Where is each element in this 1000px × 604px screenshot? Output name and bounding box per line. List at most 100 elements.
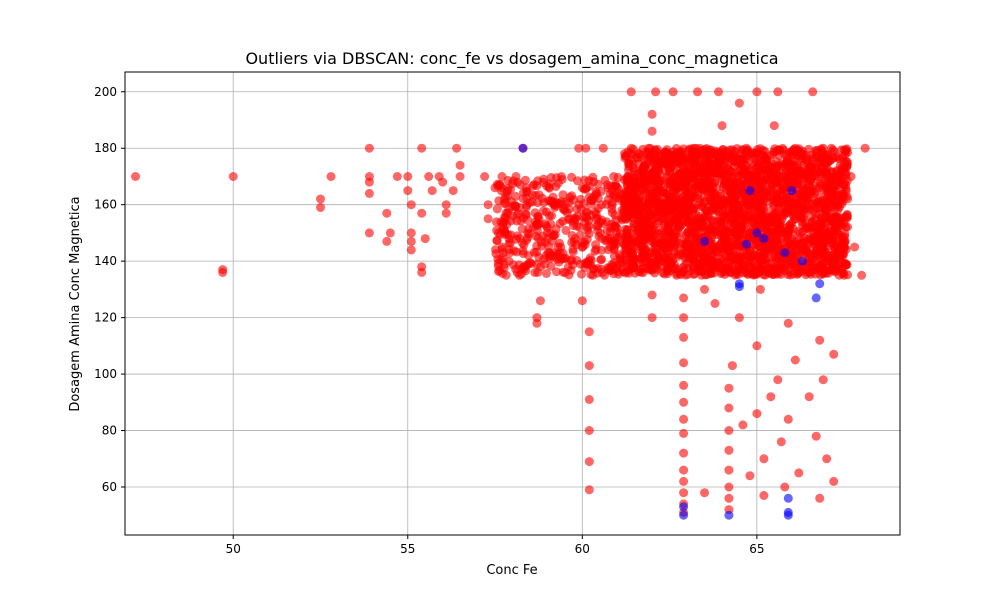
data-point [679, 332, 689, 342]
data-point [832, 172, 842, 181]
data-point [724, 383, 734, 393]
data-point [427, 186, 437, 196]
data-point [406, 200, 416, 210]
data-point [530, 208, 540, 218]
data-point [596, 255, 606, 265]
data-point [540, 238, 550, 247]
data-point [706, 268, 716, 278]
data-point [733, 238, 743, 248]
data-point [773, 87, 783, 97]
data-point [730, 192, 740, 202]
data-point [528, 222, 538, 232]
data-point [679, 428, 689, 438]
data-point [734, 98, 744, 108]
data-point [546, 219, 556, 229]
data-point [697, 267, 707, 277]
data-point [622, 240, 632, 250]
data-point [762, 177, 772, 187]
data-point [721, 208, 731, 218]
data-point [615, 193, 625, 203]
data-point [829, 349, 839, 359]
x-axis-label: Conc Fe [486, 563, 537, 578]
data-point [591, 244, 601, 254]
data-point [826, 143, 836, 153]
data-point [585, 181, 595, 191]
data-point [703, 172, 713, 181]
data-point [602, 235, 611, 245]
data-point [577, 296, 587, 306]
data-point [779, 238, 789, 248]
data-point [494, 228, 503, 238]
data-point [732, 144, 742, 153]
data-point [682, 242, 692, 252]
data-point [630, 234, 640, 244]
data-point [615, 252, 625, 262]
data-point [644, 185, 654, 195]
data-point [580, 175, 589, 185]
data-point [679, 488, 689, 498]
data-point [424, 172, 434, 181]
data-point [724, 482, 734, 492]
data-point [605, 242, 615, 252]
data-point [522, 183, 531, 193]
data-point [568, 247, 578, 257]
data-point [741, 143, 751, 153]
data-point [787, 200, 797, 210]
data-point [752, 409, 762, 419]
data-point [603, 263, 613, 273]
data-point [724, 445, 734, 455]
data-point [624, 165, 633, 175]
data-point [607, 208, 617, 218]
data-point [752, 162, 762, 172]
data-point [798, 244, 808, 254]
data-point [759, 454, 769, 464]
data-point [681, 165, 691, 175]
data-point [850, 242, 860, 252]
data-point [679, 313, 689, 323]
data-point [760, 147, 770, 156]
data-point [705, 196, 715, 205]
data-point [707, 256, 716, 266]
data-point [679, 397, 689, 407]
data-point [601, 199, 611, 209]
data-point [693, 87, 702, 97]
data-point [658, 188, 668, 198]
data-point [717, 200, 727, 210]
data-point [733, 177, 743, 187]
data-point [640, 252, 650, 262]
data-point [790, 355, 800, 365]
data-point [815, 493, 825, 503]
data-point [483, 200, 493, 210]
data-point [644, 143, 654, 153]
data-point [622, 214, 632, 223]
data-point [679, 465, 689, 475]
data-point [727, 361, 737, 371]
data-point [679, 476, 689, 486]
data-point [452, 143, 462, 153]
data-point [700, 488, 709, 498]
data-point [591, 214, 601, 224]
data-point [552, 251, 562, 261]
data-point [598, 218, 608, 228]
data-point [734, 313, 744, 323]
data-point [417, 267, 427, 277]
y-tick-label: 140 [94, 254, 117, 268]
data-point [515, 270, 524, 280]
data-point [523, 215, 533, 225]
data-point [818, 143, 828, 153]
data-point [724, 493, 734, 503]
data-point [584, 327, 594, 337]
data-point [825, 256, 835, 266]
data-point [598, 143, 608, 153]
data-point [769, 242, 779, 252]
data-point [695, 198, 705, 207]
data-point [518, 238, 527, 248]
data-point [757, 184, 767, 194]
chart-title: Outliers via DBSCAN: conc_fe vs dosagem_… [245, 49, 778, 69]
data-point [560, 205, 570, 215]
data-point [679, 448, 689, 458]
data-point [731, 251, 741, 260]
data-point [667, 197, 677, 207]
